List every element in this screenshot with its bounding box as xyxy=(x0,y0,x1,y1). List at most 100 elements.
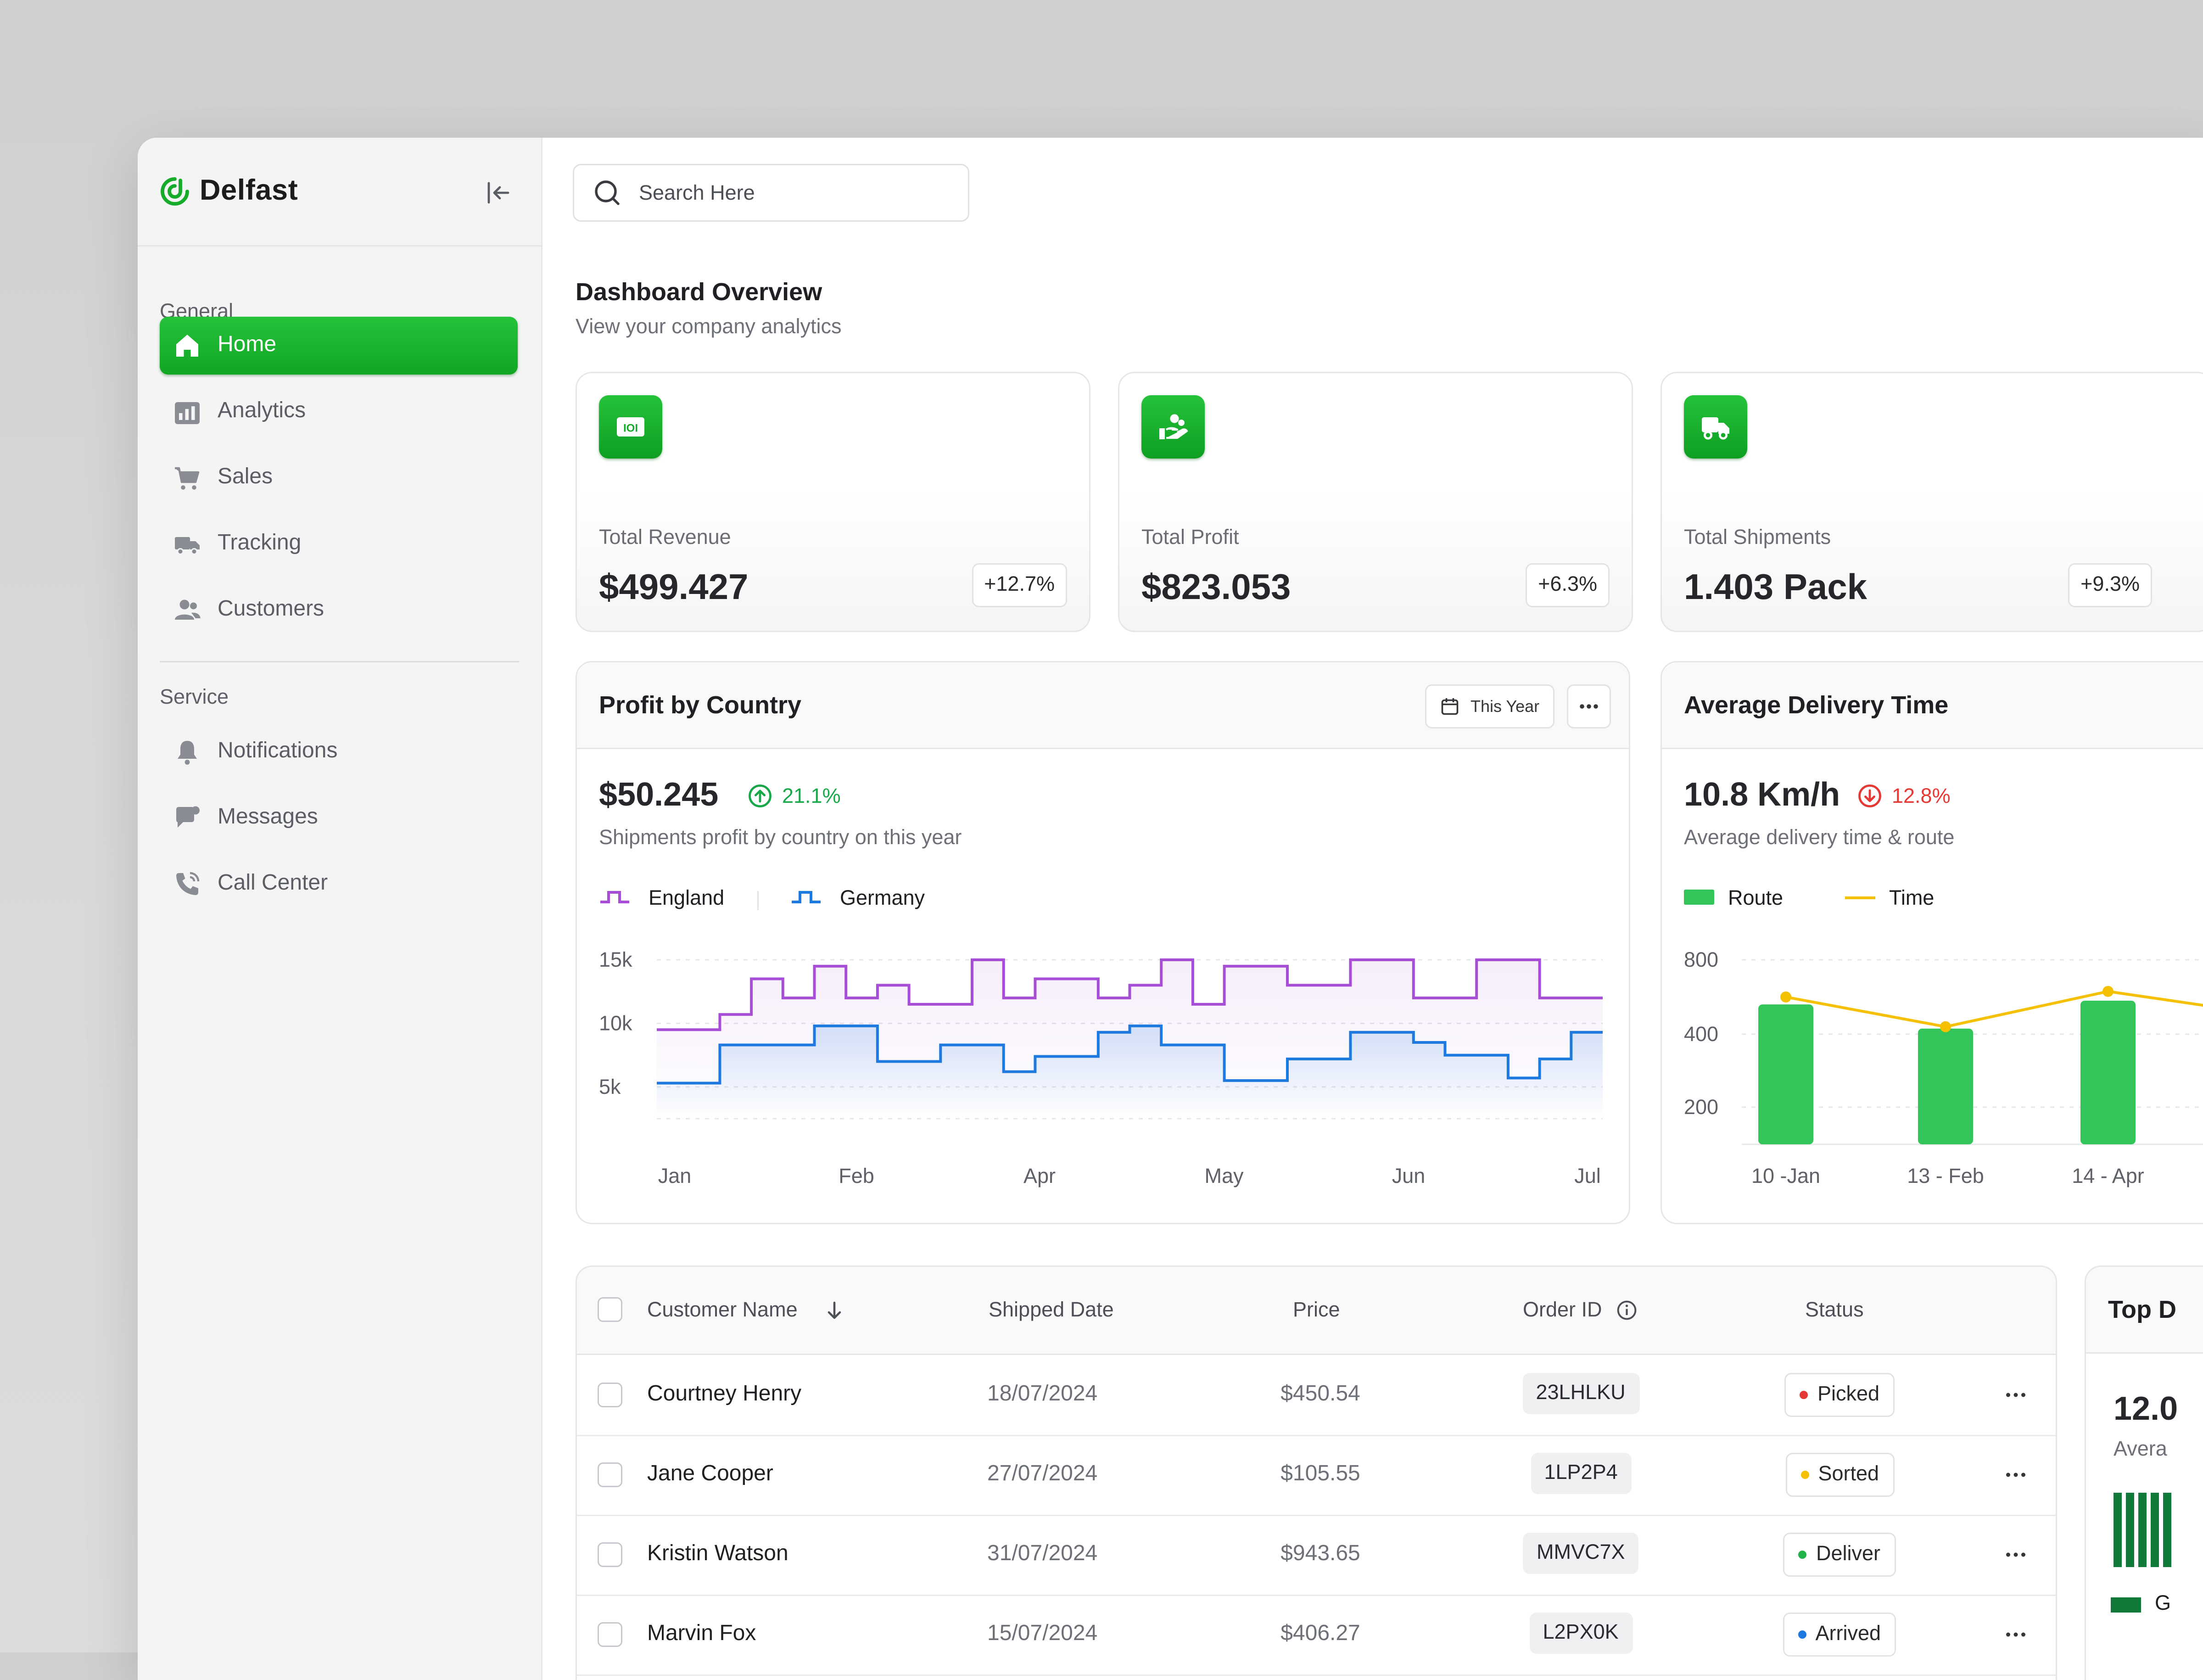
order-id-badge: L2PX0K xyxy=(1529,1613,1633,1654)
row-checkbox[interactable] xyxy=(598,1622,622,1647)
row-more-icon[interactable] xyxy=(2003,1542,2028,1567)
legend-label: Germany xyxy=(840,887,925,910)
order-id-badge: 1LP2P4 xyxy=(1530,1453,1632,1494)
phone-icon xyxy=(176,872,200,895)
panel-title: Profit by Country xyxy=(599,691,801,719)
filter-label: This Year xyxy=(1471,697,1540,716)
sidebar-item-notifications[interactable]: Notifications xyxy=(160,723,518,781)
profit-subtitle: Shipments profit by country on this year xyxy=(599,826,962,850)
stat-label: Total Profit xyxy=(1141,526,1239,549)
stat-label: Total Revenue xyxy=(599,526,731,549)
sidebar-item-sales[interactable]: Sales xyxy=(160,449,518,507)
row-more-icon[interactable] xyxy=(2003,1462,2028,1487)
status-label: Arrived xyxy=(1815,1622,1881,1646)
sidebar-item-call-center[interactable]: Call Center xyxy=(160,855,518,913)
row-more-icon[interactable] xyxy=(2003,1383,2028,1407)
status-dot xyxy=(1800,1391,1808,1399)
panel-title: Top D xyxy=(2108,1296,2176,1323)
page-title: Dashboard Overview xyxy=(576,278,822,306)
stat-card-shipments: Total Shipments 1.403 Pack +9.3% xyxy=(1661,372,2203,632)
status-label: Deliver xyxy=(1816,1542,1881,1566)
top-delivery-card: Top D 12.0 Avera G xyxy=(2085,1266,2203,1680)
bell-icon xyxy=(178,741,197,765)
series-line-germany xyxy=(657,1025,1603,1085)
row-more-icon[interactable] xyxy=(2003,1622,2028,1647)
sidebar-item-label: Customers xyxy=(218,598,324,621)
route-bar xyxy=(2080,1001,2136,1144)
column-header-order-id[interactable]: Order ID xyxy=(1523,1299,1637,1322)
route-bar xyxy=(1758,1004,1813,1144)
table-header: Customer Name Shipped Date Price Order I… xyxy=(577,1267,2056,1355)
profit-by-country-panel: Profit by Country This Year $50.245 21.1… xyxy=(576,661,1630,1224)
status-dot xyxy=(1797,1630,1806,1639)
time-point xyxy=(1940,1021,1951,1032)
sort-down-icon xyxy=(828,1301,841,1319)
page-subtitle: View your company analytics xyxy=(576,315,842,339)
more-options-button[interactable] xyxy=(1567,684,1611,728)
stat-change-badge: +12.7% xyxy=(972,563,1067,607)
stat-card-revenue: IOI Total Revenue $499.427 +12.7% xyxy=(576,372,1090,632)
x-tick-label: Feb xyxy=(839,1164,874,1187)
column-header-customer[interactable]: Customer Name xyxy=(647,1299,841,1322)
delfast-logo-icon xyxy=(161,177,189,206)
info-icon[interactable] xyxy=(1616,1300,1637,1321)
table-row[interactable]: Jane Cooper 27/07/2024 $105.55 1LP2P4 Sorted xyxy=(577,1435,2056,1516)
series-line-england xyxy=(657,958,1603,1031)
legend-label: Route xyxy=(1728,887,1784,910)
search-input[interactable]: Search Here xyxy=(573,164,969,222)
row-checkbox[interactable] xyxy=(598,1462,622,1487)
brand-name: Delfast xyxy=(200,175,298,207)
y-tick-label: 10k xyxy=(599,1011,632,1035)
sidebar: Delfast General Home Analytics Sales Tra… xyxy=(138,138,542,1680)
sidebar-divider xyxy=(160,661,519,662)
sidebar-item-customers[interactable]: Customers xyxy=(160,581,518,639)
table-row[interactable]: Kristin Watson 31/07/2024 $943.65 MMVC7X Del… xyxy=(577,1515,2056,1596)
y-tick-label: 200 xyxy=(1684,1095,1718,1119)
sidebar-item-home[interactable]: Home xyxy=(160,317,518,375)
sidebar-item-tracking[interactable]: Tracking xyxy=(160,515,518,573)
main-content: Search Here Dashboard Overview View your… xyxy=(542,138,2203,1680)
route-bar xyxy=(1918,1028,1973,1144)
chat-icon xyxy=(176,806,200,828)
stat-change-badge: +6.3% xyxy=(1526,563,1610,607)
sidebar-item-label: Notifications xyxy=(218,739,338,763)
customer-name: Jane Cooper xyxy=(647,1462,773,1486)
table-row[interactable]: Courtney Henry 18/07/2024 $450.54 23LHLKU Pi… xyxy=(577,1355,2056,1436)
side-card-subtitle: Avera xyxy=(2114,1438,2167,1461)
x-tick-label: Jul xyxy=(1574,1164,1601,1187)
column-header-price[interactable]: Price xyxy=(1293,1299,1340,1322)
column-header-status[interactable]: Status xyxy=(1805,1299,1864,1322)
average-delivery-panel: Average Delivery Time 10.8 Km/h 12.8% Av… xyxy=(1661,661,2203,1224)
row-checkbox[interactable] xyxy=(598,1383,622,1407)
row-checkbox[interactable] xyxy=(598,1542,622,1567)
customer-name: Courtney Henry xyxy=(647,1383,802,1406)
shipped-date: 31/07/2024 xyxy=(987,1542,1098,1566)
this-year-filter-button[interactable]: This Year xyxy=(1425,684,1554,728)
sidebar-item-analytics[interactable]: Analytics xyxy=(160,383,518,441)
table-row[interactable]: Marvin Fox 15/07/2024 $406.27 L2PX0K Arrived xyxy=(577,1595,2056,1676)
bar-legend-swatch xyxy=(1684,890,1714,905)
sidebar-item-label: Tracking xyxy=(218,532,302,555)
collapse-sidebar-icon[interactable] xyxy=(485,179,512,207)
customer-name: Marvin Fox xyxy=(647,1622,756,1646)
app-window: Delfast General Home Analytics Sales Tra… xyxy=(138,138,2203,1680)
column-header-label: Customer Name xyxy=(647,1299,798,1322)
panel-header: Top D xyxy=(2086,1267,2203,1354)
series-area-germany xyxy=(657,1026,1603,1119)
sidebar-item-label: Messages xyxy=(218,806,318,829)
legend-label: England xyxy=(649,887,725,910)
x-tick-label: 14 - Apr xyxy=(2072,1164,2144,1187)
column-header-date[interactable]: Shipped Date xyxy=(989,1299,1114,1322)
customer-name: Kristin Watson xyxy=(647,1542,788,1566)
cart-icon xyxy=(175,467,200,490)
more-horizontal-icon xyxy=(1580,704,1598,709)
price: $450.54 xyxy=(1280,1383,1360,1406)
truck-icon xyxy=(1684,395,1747,459)
sidebar-item-messages[interactable]: Messages xyxy=(160,789,518,847)
home-icon xyxy=(176,335,198,357)
profit-change-value: 21.1% xyxy=(782,785,841,808)
select-all-checkbox[interactable] xyxy=(598,1297,622,1322)
side-card-value: 12.0 xyxy=(2114,1391,2178,1428)
stat-value: $499.427 xyxy=(599,566,749,607)
step-line-legend-icon xyxy=(792,891,821,903)
